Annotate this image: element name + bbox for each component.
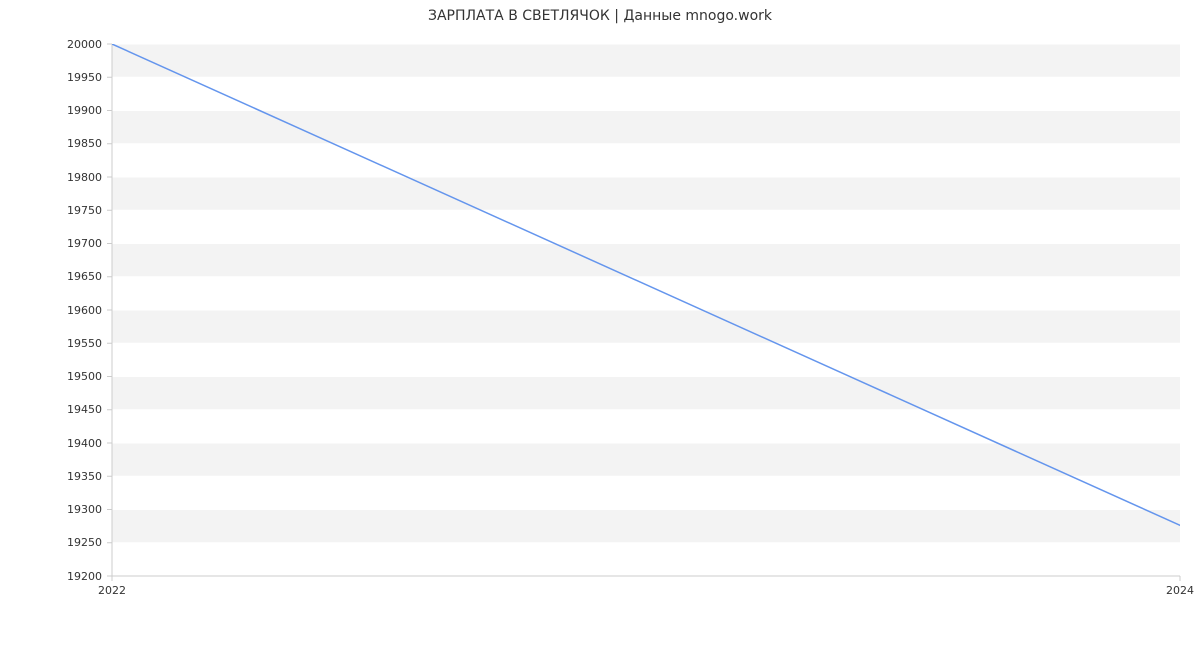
- x-tick-label: 2022: [72, 584, 152, 597]
- grid-band: [112, 476, 1180, 509]
- y-tick-label: 19550: [0, 337, 102, 350]
- y-tick-label: 19950: [0, 71, 102, 84]
- grid-band: [112, 310, 1180, 343]
- y-tick-label: 19300: [0, 503, 102, 516]
- grid-band: [112, 177, 1180, 210]
- grid-band: [112, 410, 1180, 443]
- y-tick-label: 19500: [0, 370, 102, 383]
- grid-band: [112, 377, 1180, 410]
- y-tick-label: 19700: [0, 237, 102, 250]
- y-tick-label: 19600: [0, 304, 102, 317]
- y-tick-label: 19450: [0, 403, 102, 416]
- grid-band: [112, 44, 1180, 77]
- y-tick-label: 19800: [0, 171, 102, 184]
- y-tick-label: 19850: [0, 137, 102, 150]
- x-tick-label: 2024: [1140, 584, 1200, 597]
- grid-band: [112, 543, 1180, 576]
- y-tick-label: 19250: [0, 536, 102, 549]
- grid-band: [112, 343, 1180, 376]
- line-chart: [0, 0, 1200, 650]
- y-tick-label: 20000: [0, 38, 102, 51]
- grid-band: [112, 443, 1180, 476]
- grid-band: [112, 77, 1180, 110]
- y-tick-label: 19400: [0, 437, 102, 450]
- y-tick-label: 19350: [0, 470, 102, 483]
- y-tick-label: 19650: [0, 270, 102, 283]
- y-tick-label: 19200: [0, 570, 102, 583]
- grid-band: [112, 144, 1180, 177]
- grid-band: [112, 277, 1180, 310]
- grid-band: [112, 244, 1180, 277]
- grid-band: [112, 510, 1180, 543]
- y-tick-label: 19750: [0, 204, 102, 217]
- grid-band: [112, 210, 1180, 243]
- y-tick-label: 19900: [0, 104, 102, 117]
